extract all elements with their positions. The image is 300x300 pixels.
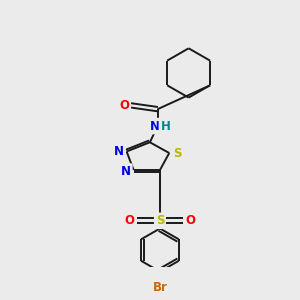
Text: O: O	[119, 99, 129, 112]
Text: S: S	[173, 146, 181, 160]
Text: N: N	[114, 145, 124, 158]
Text: N: N	[121, 165, 131, 178]
Text: O: O	[125, 214, 135, 227]
Text: Br: Br	[152, 280, 167, 293]
Text: H: H	[160, 120, 170, 133]
Text: S: S	[156, 214, 164, 227]
Text: N: N	[149, 120, 160, 133]
Text: O: O	[185, 214, 195, 227]
